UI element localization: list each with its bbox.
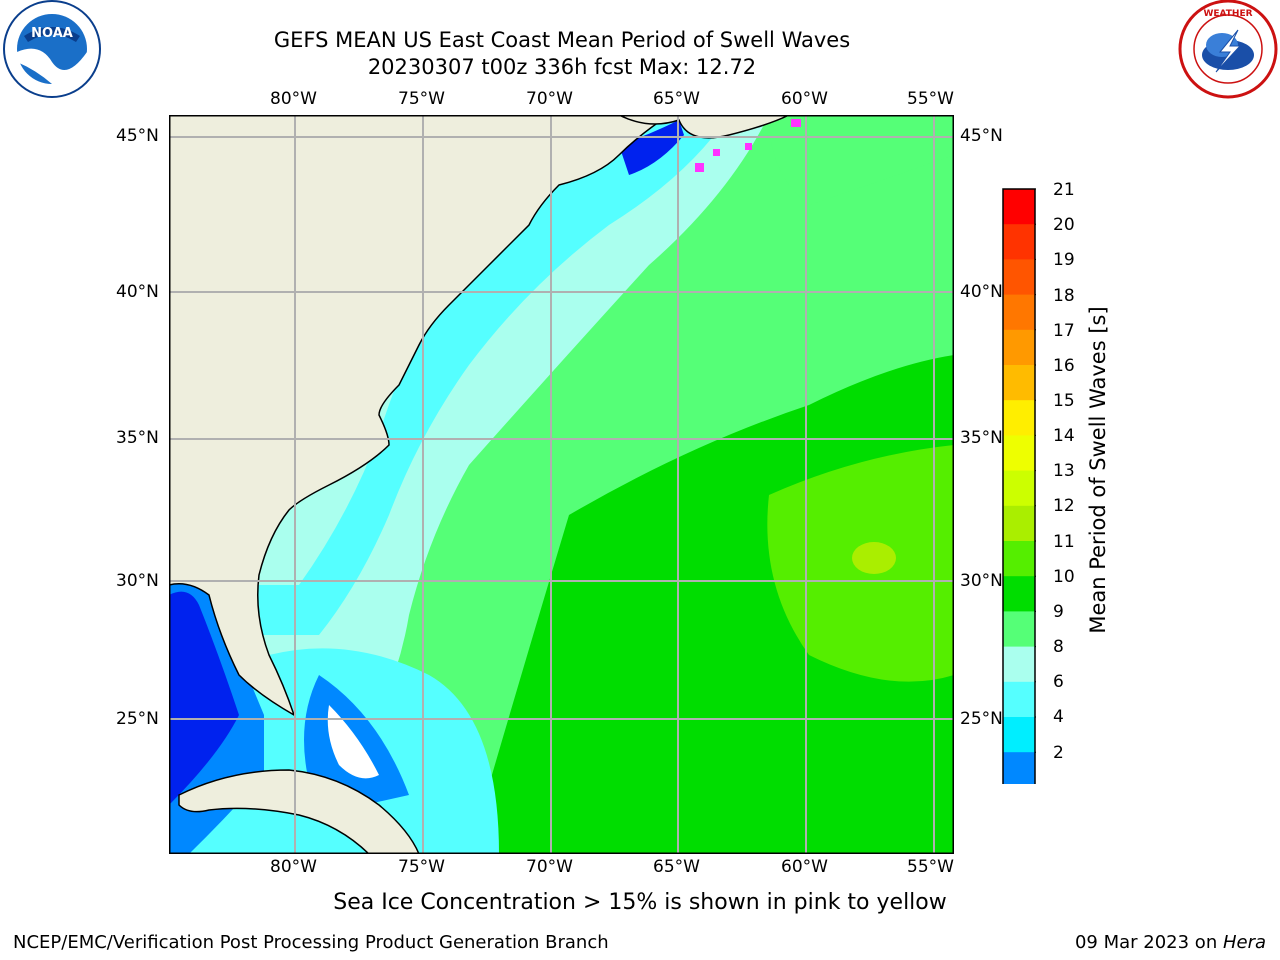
- lon-label-top-60w: 60°W: [781, 89, 828, 109]
- colorbar-segment: [1003, 259, 1035, 296]
- colorbar-tick: 15: [1053, 391, 1075, 411]
- colorbar-segment: [1003, 752, 1035, 788]
- lat-label-right-45n: 45°N: [960, 126, 1003, 146]
- colorbar-segment: [1003, 541, 1035, 577]
- colorbar-segment: [1003, 611, 1035, 648]
- colorbar-tick: 9: [1053, 602, 1064, 622]
- lat-label-left-40n: 40°N: [116, 282, 159, 302]
- nws-logo: WEATHER: [1176, 0, 1280, 100]
- map-title: GEFS MEAN US East Coast Mean Period of S…: [273, 28, 851, 52]
- sea-ice-marker: [695, 163, 704, 172]
- colorbar-segment: [1003, 646, 1035, 683]
- colorbar-segment: [1003, 294, 1035, 331]
- lat-label-right-25n: 25°N: [960, 709, 1003, 729]
- lat-label-left-45n: 45°N: [116, 126, 159, 146]
- colorbar-tick: 2: [1053, 743, 1064, 763]
- lon-label-top-65w: 65°W: [653, 89, 700, 109]
- lon-label-bottom-75w: 75°W: [398, 857, 445, 877]
- lon-label-top-55w: 55°W: [907, 89, 954, 109]
- colorbar-segment: [1003, 576, 1035, 612]
- colorbar-tick: 17: [1053, 321, 1075, 341]
- colorbar-tick: 6: [1053, 672, 1064, 692]
- sea-ice-marker: [713, 149, 720, 156]
- map-panel: [169, 115, 954, 854]
- colorbar-tick: 10: [1053, 567, 1075, 587]
- colorbar-tick: 16: [1053, 356, 1075, 376]
- colorbar-tick: 12: [1053, 496, 1075, 516]
- colorbar-segment: [1003, 717, 1035, 753]
- colorbar-tick: 20: [1053, 215, 1075, 235]
- colorbar-segment: [1003, 400, 1035, 436]
- lon-label-top-75w: 75°W: [398, 89, 445, 109]
- lat-label-left-30n: 30°N: [116, 571, 159, 591]
- colorbar-segment: [1003, 470, 1035, 507]
- lon-label-bottom-60w: 60°W: [781, 857, 828, 877]
- bay-of-fundy: [619, 120, 684, 175]
- colorbar-segment: [1003, 329, 1035, 366]
- lat-label-right-30n: 30°N: [960, 571, 1003, 591]
- footer-host: Hera: [1222, 932, 1266, 953]
- colorbar: [1001, 188, 1037, 817]
- swell-max-12s: [852, 542, 896, 574]
- colorbar-tick: 14: [1053, 426, 1075, 446]
- lat-label-left-35n: 35°N: [116, 428, 159, 448]
- footer-credit: NCEP/EMC/Verification Post Processing Pr…: [13, 932, 609, 953]
- footer-date: 09 Mar 2023 on: [1074, 932, 1223, 953]
- colorbar-segment: [1003, 435, 1035, 472]
- sea-ice-caption: Sea Ice Concentration > 15% is shown in …: [333, 890, 947, 915]
- colorbar-tick: 21: [1053, 180, 1075, 200]
- graticule: [169, 115, 954, 854]
- lon-label-bottom-65w: 65°W: [653, 857, 700, 877]
- lat-label-right-40n: 40°N: [960, 282, 1003, 302]
- cuba-land: [178, 769, 420, 854]
- lon-label-top-70w: 70°W: [526, 89, 573, 109]
- colorbar-segment: [1003, 224, 1035, 260]
- lon-label-bottom-55w: 55°W: [907, 857, 954, 877]
- lat-label-right-35n: 35°N: [960, 428, 1003, 448]
- noaa-logo: NOAA: [0, 0, 104, 100]
- colorbar-segment: [1003, 505, 1035, 542]
- colorbar-tick: 18: [1053, 286, 1075, 306]
- colorbar-title: Mean Period of Swell Waves [s]: [1086, 306, 1110, 634]
- lat-label-left-25n: 25°N: [116, 709, 159, 729]
- colorbar-tick: 19: [1053, 250, 1075, 270]
- colorbar-segment: [1003, 365, 1035, 401]
- colorbar-tick: 11: [1053, 532, 1075, 552]
- svg-text:WEATHER: WEATHER: [1203, 9, 1252, 19]
- map-frame: [169, 115, 954, 854]
- lon-label-top-80w: 80°W: [270, 89, 317, 109]
- sea-ice-marker: [745, 143, 752, 150]
- colorbar-tick: 4: [1053, 707, 1064, 727]
- footer-timestamp: 09 Mar 2023 on Hera: [1075, 932, 1266, 953]
- colorbar-tick: 13: [1053, 461, 1075, 481]
- colorbar-segment: [1003, 681, 1035, 718]
- lon-label-bottom-70w: 70°W: [526, 857, 573, 877]
- map-subtitle: 20230307 t00z 336h fcst Max: 12.72: [367, 55, 757, 79]
- colorbar-tick: 8: [1053, 637, 1064, 657]
- sea-ice-marker: [791, 119, 801, 127]
- svg-text:NOAA: NOAA: [31, 26, 73, 41]
- colorbar-segment: [1003, 189, 1035, 225]
- lon-label-bottom-80w: 80°W: [270, 857, 317, 877]
